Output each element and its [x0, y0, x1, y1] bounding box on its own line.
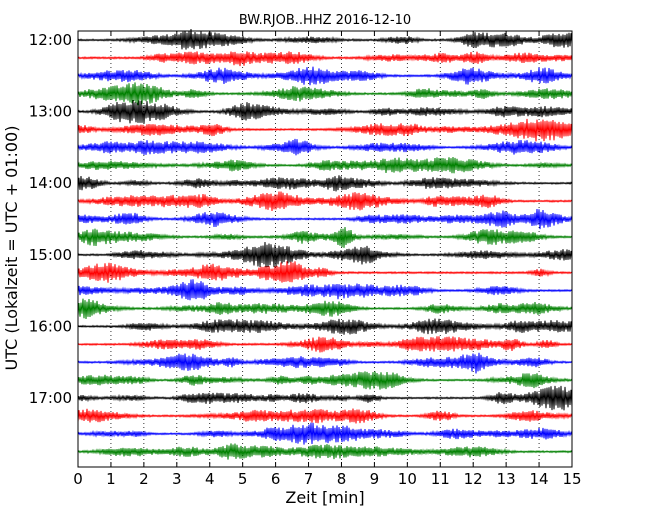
x-tick-label: 13: [497, 470, 516, 488]
trace-line: [77, 29, 573, 50]
trace-line: [77, 298, 573, 319]
x-axis: 0 1 2 3 4 5 6 7 8 9 10 11 12 13 14 15: [73, 31, 582, 488]
x-tick-label: 9: [370, 470, 380, 488]
y-tick-label: 17:00: [29, 389, 72, 407]
y-axis-label: UTC (Lokalzeit = UTC + 01:00): [2, 126, 21, 371]
x-tick-label: 15: [562, 470, 581, 488]
grid-lines: [110, 31, 540, 467]
x-tick-label: 0: [73, 470, 83, 488]
trace-line: [77, 156, 573, 174]
trace-line: [77, 261, 573, 283]
x-tick-label: 14: [530, 470, 549, 488]
x-tick-label: 5: [238, 470, 248, 488]
y-tick-label: 14:00: [29, 174, 72, 192]
y-axis: 12:00 13:00 14:00 15:00 16:00 17:00: [29, 31, 572, 407]
trace-line: [77, 318, 573, 335]
y-tick-label: 16:00: [29, 317, 72, 335]
y-tick-label: 13:00: [29, 103, 72, 121]
x-tick-label: 8: [337, 470, 347, 488]
trace-line: [77, 371, 573, 390]
x-axis-label: Zeit [min]: [285, 488, 364, 507]
x-tick-label: 12: [464, 470, 483, 488]
trace-line: [77, 279, 573, 301]
x-tick-label: 4: [205, 470, 215, 488]
y-tick-label: 15:00: [29, 246, 72, 264]
trace-group: [77, 29, 573, 460]
trace-line: [77, 422, 573, 445]
trace-line: [77, 209, 573, 230]
x-tick-label: 2: [139, 470, 149, 488]
x-tick-label: 11: [431, 470, 450, 488]
x-tick-label: 6: [271, 470, 281, 488]
trace-line: [77, 66, 573, 86]
y-tick-label: 12:00: [29, 31, 72, 49]
chart-title: BW.RJOB..HHZ 2016-12-10: [239, 13, 411, 28]
trace-line: [77, 408, 573, 424]
trace-line: [77, 175, 573, 192]
trace-line: [77, 100, 573, 124]
x-tick-label: 3: [172, 470, 182, 488]
trace-line: [77, 227, 573, 248]
x-tick-label: 10: [398, 470, 417, 488]
trace-line: [77, 443, 573, 460]
plot-frame: [77, 30, 573, 468]
trace-line: [77, 385, 573, 411]
trace-line: [77, 138, 573, 156]
trace-line: [77, 242, 573, 268]
trace-line: [77, 82, 573, 106]
trace-line: [77, 51, 573, 67]
x-tick-label: 1: [106, 470, 116, 488]
trace-line: [77, 118, 573, 142]
trace-line: [77, 352, 573, 374]
trace-line: [77, 336, 573, 353]
trace-line: [77, 191, 573, 212]
x-tick-label: 7: [304, 470, 314, 488]
